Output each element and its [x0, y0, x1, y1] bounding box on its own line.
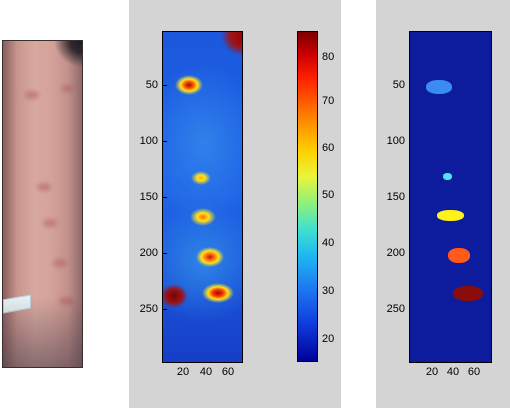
segmentation-xtick-label: 60 [467, 366, 481, 378]
segmentation-ytick-label: 100 [386, 135, 405, 147]
heatmap-xtick-label: 20 [176, 366, 190, 378]
segmentation-ytick-label: 50 [392, 79, 405, 91]
segmentation-axes [409, 31, 492, 363]
photo-spot [25, 91, 39, 99]
heatmap-ytick-label: 150 [139, 191, 158, 203]
segmentation-ytick-label: 200 [386, 247, 405, 259]
segment-blob [453, 286, 483, 301]
segmentation-ytick-label: 150 [386, 191, 405, 203]
colorbar-tick-label: 70 [322, 95, 335, 107]
segment-blob [426, 80, 452, 94]
photo-spot [37, 183, 51, 191]
heatmap-ytick-label: 250 [139, 303, 158, 315]
colorbar-tick-label: 50 [322, 189, 335, 201]
segment-blob [448, 248, 470, 263]
colorbar-tick-label: 60 [322, 142, 335, 154]
segmentation-xtick-label: 20 [425, 366, 439, 378]
segmentation-ytick-label: 250 [386, 303, 405, 315]
heatmap-ytick-label: 200 [139, 247, 158, 259]
colorbar-tick-label: 80 [322, 51, 335, 63]
heatmap-ytick-mark [163, 197, 167, 198]
photo-spot [61, 85, 73, 92]
colorbar [297, 31, 318, 362]
photo-marker-tab [3, 294, 31, 314]
heatmap-ytick-mark [163, 141, 167, 142]
heatmap-ytick-label: 100 [139, 135, 158, 147]
segmentation-xtick-label: 40 [446, 366, 460, 378]
skin-photo [2, 40, 83, 368]
photo-spot [43, 219, 57, 227]
colorbar-tick-label: 40 [322, 237, 335, 249]
heatmap-ytick-mark [163, 85, 167, 86]
heatmap-ytick-mark [163, 253, 167, 254]
colorbar-tick-label: 20 [322, 333, 335, 345]
colorbar-tick-label: 30 [322, 285, 335, 297]
segment-blob [443, 173, 452, 180]
heatmap-xtick-label: 40 [199, 366, 213, 378]
heatmap-ytick-mark [163, 309, 167, 310]
photo-spot [59, 297, 75, 305]
heatmap-axes [162, 31, 243, 363]
heatmap-ytick-label: 50 [145, 79, 158, 91]
segment-blob [437, 210, 464, 221]
photo-spot [53, 259, 67, 267]
heatmap-xtick-label: 60 [221, 366, 235, 378]
